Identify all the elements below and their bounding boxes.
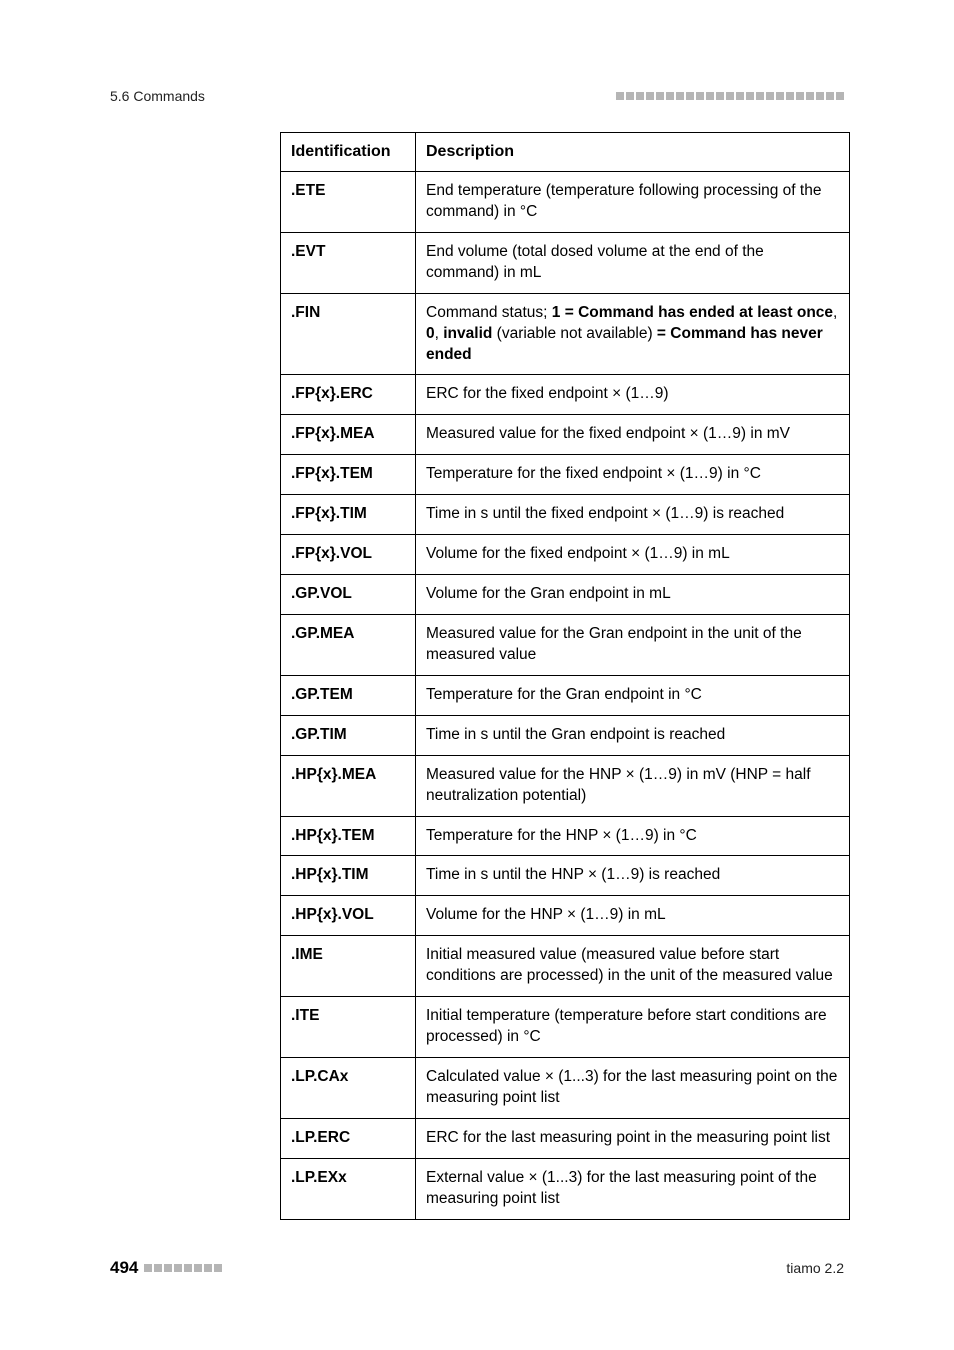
cell-description: Volume for the Gran endpoint in mL [416, 575, 850, 615]
cell-identification: .LP.EXx [281, 1158, 416, 1219]
product-label: tiamo 2.2 [786, 1260, 844, 1276]
table-row: .LP.CAxCalculated value × (1...3) for th… [281, 1057, 850, 1118]
table-row: .LP.EXxExternal value × (1...3) for the … [281, 1158, 850, 1219]
cell-identification: .FP{x}.ERC [281, 375, 416, 415]
table-row: .FP{x}.MEAMeasured value for the fixed e… [281, 415, 850, 455]
cell-description: Temperature for the HNP × (1…9) in °C [416, 816, 850, 856]
col-header-identification: Identification [281, 133, 416, 172]
table-row: .GP.MEAMeasured value for the Gran endpo… [281, 614, 850, 675]
footer-dashes-icon [144, 1264, 222, 1272]
cell-description: Measured value for the HNP × (1…9) in mV… [416, 755, 850, 816]
cell-description: End volume (total dosed volume at the en… [416, 232, 850, 293]
header-dashes-icon [616, 92, 844, 100]
table-row: .FP{x}.TEMTemperature for the fixed endp… [281, 455, 850, 495]
cell-description: Temperature for the fixed endpoint × (1…… [416, 455, 850, 495]
table-row: .HP{x}.VOLVolume for the HNP × (1…9) in … [281, 896, 850, 936]
table-row: .LP.ERCERC for the last measuring point … [281, 1118, 850, 1158]
cell-description: End temperature (temperature following p… [416, 172, 850, 233]
cell-identification: .HP{x}.VOL [281, 896, 416, 936]
cell-description: Initial temperature (temperature before … [416, 997, 850, 1058]
cell-description: Calculated value × (1...3) for the last … [416, 1057, 850, 1118]
table-row: .HP{x}.MEAMeasured value for the HNP × (… [281, 755, 850, 816]
page: 5.6 Commands Identification Description … [0, 0, 954, 1350]
cell-description: Temperature for the Gran endpoint in °C [416, 675, 850, 715]
cell-identification: .FP{x}.MEA [281, 415, 416, 455]
footer-left: 494 [110, 1258, 222, 1278]
cell-identification: .LP.CAx [281, 1057, 416, 1118]
page-number: 494 [110, 1258, 138, 1278]
cell-description: Volume for the fixed endpoint × (1…9) in… [416, 535, 850, 575]
cell-description: Time in s until the fixed endpoint × (1…… [416, 495, 850, 535]
section-label: 5.6 Commands [110, 88, 205, 104]
table-row: .ITEInitial temperature (temperature bef… [281, 997, 850, 1058]
cell-description: Time in s until the Gran endpoint is rea… [416, 715, 850, 755]
table-header-row: Identification Description [281, 133, 850, 172]
table-row: .FP{x}.TIMTime in s until the fixed endp… [281, 495, 850, 535]
cell-description: External value × (1...3) for the last me… [416, 1158, 850, 1219]
cell-description: ERC for the last measuring point in the … [416, 1118, 850, 1158]
cell-identification: .FP{x}.TIM [281, 495, 416, 535]
cell-identification: .GP.MEA [281, 614, 416, 675]
commands-table-wrap: Identification Description .ETEEnd tempe… [280, 132, 850, 1220]
cell-identification: .IME [281, 936, 416, 997]
table-row: .FP{x}.VOLVolume for the fixed endpoint … [281, 535, 850, 575]
cell-identification: .HP{x}.TIM [281, 856, 416, 896]
table-row: .ETEEnd temperature (temperature followi… [281, 172, 850, 233]
cell-description: ERC for the fixed endpoint × (1…9) [416, 375, 850, 415]
commands-table: Identification Description .ETEEnd tempe… [280, 132, 850, 1220]
table-row: .FINCommand status; 1 = Command has ende… [281, 293, 850, 375]
cell-identification: .FP{x}.VOL [281, 535, 416, 575]
cell-identification: .GP.TEM [281, 675, 416, 715]
col-header-description: Description [416, 133, 850, 172]
cell-identification: .GP.VOL [281, 575, 416, 615]
cell-description: Measured value for the Gran endpoint in … [416, 614, 850, 675]
table-row: .HP{x}.TIMTime in s until the HNP × (1…9… [281, 856, 850, 896]
cell-description: Measured value for the fixed endpoint × … [416, 415, 850, 455]
cell-identification: .GP.TIM [281, 715, 416, 755]
cell-description: Volume for the HNP × (1…9) in mL [416, 896, 850, 936]
table-row: .FP{x}.ERCERC for the fixed endpoint × (… [281, 375, 850, 415]
cell-identification: .ETE [281, 172, 416, 233]
table-row: .GP.VOLVolume for the Gran endpoint in m… [281, 575, 850, 615]
cell-description: Time in s until the HNP × (1…9) is reach… [416, 856, 850, 896]
table-row: .IMEInitial measured value (measured val… [281, 936, 850, 997]
table-row: .GP.TEMTemperature for the Gran endpoint… [281, 675, 850, 715]
page-footer: 494 tiamo 2.2 [110, 1258, 844, 1278]
cell-identification: .HP{x}.MEA [281, 755, 416, 816]
cell-identification: .EVT [281, 232, 416, 293]
page-header: 5.6 Commands [110, 88, 844, 104]
cell-identification: .LP.ERC [281, 1118, 416, 1158]
table-row: .HP{x}.TEMTemperature for the HNP × (1…9… [281, 816, 850, 856]
table-row: .GP.TIMTime in s until the Gran endpoint… [281, 715, 850, 755]
cell-identification: .HP{x}.TEM [281, 816, 416, 856]
table-row: .EVTEnd volume (total dosed volume at th… [281, 232, 850, 293]
cell-identification: .FP{x}.TEM [281, 455, 416, 495]
cell-identification: .FIN [281, 293, 416, 375]
cell-identification: .ITE [281, 997, 416, 1058]
cell-description: Command status; 1 = Command has ended at… [416, 293, 850, 375]
cell-description: Initial measured value (measured value b… [416, 936, 850, 997]
